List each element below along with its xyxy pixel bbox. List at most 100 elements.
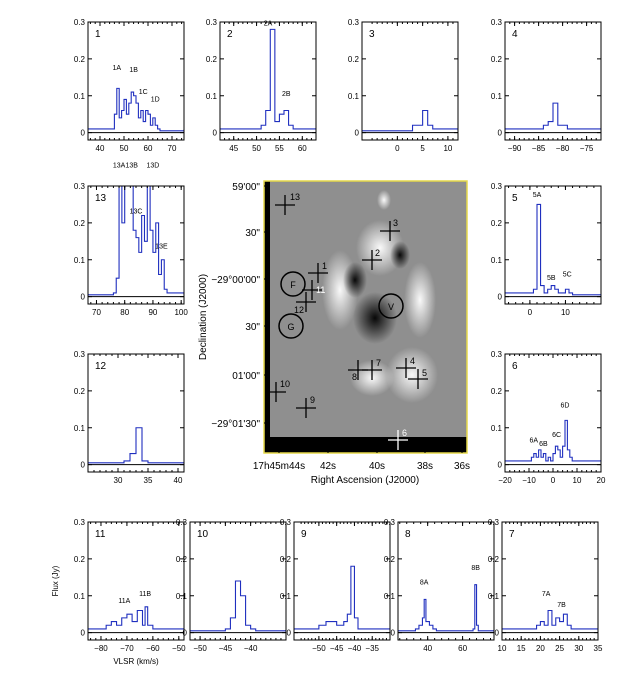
- cross-label: 11: [316, 285, 325, 295]
- y-tick-label: 0.2: [348, 55, 360, 64]
- circle-ring: [378, 293, 404, 319]
- cross-marker-13: 13: [275, 192, 300, 215]
- x-tick-label: 70: [168, 144, 177, 153]
- x-tick-label: −45: [330, 644, 344, 653]
- spectrum-panel-9: −50 −45 −40 −35 0 0.1 0.2 0.3 9: [280, 518, 391, 653]
- spectrum-line-8: [398, 584, 494, 632]
- x-tick-label: −90: [508, 144, 522, 153]
- y-tick-label: 0.2: [488, 555, 500, 564]
- x-tick-label: 20: [536, 644, 545, 653]
- cross-label: 5: [422, 368, 427, 378]
- component-label: 6D: [561, 402, 570, 409]
- y-tick-label: 0.1: [491, 256, 503, 265]
- panel-frame: [87, 21, 185, 141]
- x-tick-label: −85: [532, 144, 546, 153]
- y-tick-label: 0.3: [384, 518, 396, 527]
- y-tick-label: 0.3: [348, 18, 360, 27]
- x-tick-label: 80: [120, 308, 129, 317]
- spectrum-panel-13: 70 80 90 100 0 0.1 0.2 0.3 13 13A 13B 13C 13D 13E: [74, 163, 189, 317]
- cross-label: 12: [294, 305, 304, 315]
- y-tick-label: 0.2: [74, 55, 86, 64]
- component-label: 11A: [118, 598, 130, 605]
- spectrum-panel-10: −50 −45 −40 0 0.1 0.2 0.3 10: [176, 518, 287, 653]
- y-tick-label: 0: [213, 129, 218, 138]
- panel-id: 3: [369, 29, 375, 40]
- y-tick-label: 0.1: [348, 92, 360, 101]
- circle-ring: [278, 313, 304, 339]
- y-tick-label: 0.3: [491, 18, 503, 27]
- x-tick-label: 90: [148, 308, 157, 317]
- x-tick-label: 0: [528, 308, 533, 317]
- y-tick-label: 0: [495, 629, 500, 638]
- cross-marker-10: 10: [266, 379, 290, 402]
- y-tick-label: 0: [498, 461, 503, 470]
- x-tick-label: 55: [275, 144, 284, 153]
- y-tick-label: 0.3: [74, 182, 86, 191]
- x-tick-label: 35: [594, 644, 603, 653]
- x-tick-label: 40: [174, 476, 183, 485]
- spectrum-line-3: [362, 109, 458, 132]
- spectrum-panel-2: 45 50 55 60 0 0.1 0.2 0.3 2 2A 2B: [206, 18, 317, 153]
- x-tick-label: −75: [580, 144, 594, 153]
- y-tick-label: 0.2: [74, 555, 86, 564]
- y-tick-label: 0.2: [491, 55, 503, 64]
- image-axes: 17h45m44s 42s 40s 38s 36s 59'00" 30" −29°00'00"…: [198, 182, 470, 486]
- spectrum-line-1: [88, 87, 184, 132]
- spectrum-line-11: [88, 606, 184, 631]
- y-tick-label: 0.3: [491, 350, 503, 359]
- x-tick-label: −35: [365, 644, 379, 653]
- y-tick-label: 0.1: [74, 92, 86, 101]
- x-tick-label: 40: [423, 644, 432, 653]
- cross-marker-8: 8: [348, 360, 368, 382]
- component-label: 5C: [563, 271, 572, 278]
- y-tick-label: 0.3: [491, 182, 503, 191]
- spectrum-line-5: [505, 203, 601, 296]
- x-tick-label: −40: [244, 644, 258, 653]
- y-tick-label: 0: [81, 629, 86, 638]
- cross-marker-12: 12: [294, 292, 316, 315]
- x-tick-label: 70: [92, 308, 101, 317]
- spectrum-line-10: [190, 580, 286, 632]
- component-label: 13E: [155, 244, 168, 251]
- x-tick-label: 50: [120, 144, 129, 153]
- component-label: 2B: [282, 91, 291, 98]
- component-label: 13D: [147, 163, 160, 170]
- x-tick-label: −60: [146, 644, 160, 653]
- spectrum-line-7: [502, 609, 598, 630]
- x-axis-label: VLSR (km/s): [113, 657, 159, 666]
- component-label: 8B: [471, 565, 480, 572]
- x-tick-label: −80: [556, 144, 570, 153]
- y-tick-label: 0.1: [488, 592, 500, 601]
- x-tick-label: 60: [458, 644, 467, 653]
- absorption-blob: [343, 262, 367, 298]
- y-tick-label: 0.1: [491, 424, 503, 433]
- cross-label: 9: [310, 395, 315, 405]
- ra-tick-label: 36s: [454, 461, 470, 472]
- circle-label: G: [287, 322, 294, 332]
- cross-marker-5: 5: [408, 368, 428, 389]
- y-tick-label: 0: [355, 129, 360, 138]
- x-tick-label: 20: [597, 476, 606, 485]
- x-tick-label: 30: [574, 644, 583, 653]
- x-tick-label: 10: [498, 644, 507, 653]
- y-tick-label: 0.2: [384, 555, 396, 564]
- x-tick-label: 30: [114, 476, 123, 485]
- cross-marker-11: 11: [302, 280, 325, 300]
- circle-ring: [280, 271, 306, 297]
- y-tick-label: 0.3: [74, 350, 86, 359]
- cross-label: 6: [402, 428, 407, 438]
- cross-marker-9: 9: [296, 395, 316, 418]
- spectrum-panel-12: 30 35 40 0 0.1 0.2 0.3 12: [74, 350, 185, 485]
- y-tick-label: 0: [81, 293, 86, 302]
- x-tick-label: 0: [395, 144, 400, 153]
- cross-label: 8: [352, 372, 357, 382]
- spectrum-line-4: [505, 102, 601, 130]
- panel-id: 7: [509, 529, 515, 540]
- cross-label: 1: [322, 261, 327, 271]
- panel-frame: [219, 21, 317, 141]
- component-label: 5A: [533, 192, 542, 199]
